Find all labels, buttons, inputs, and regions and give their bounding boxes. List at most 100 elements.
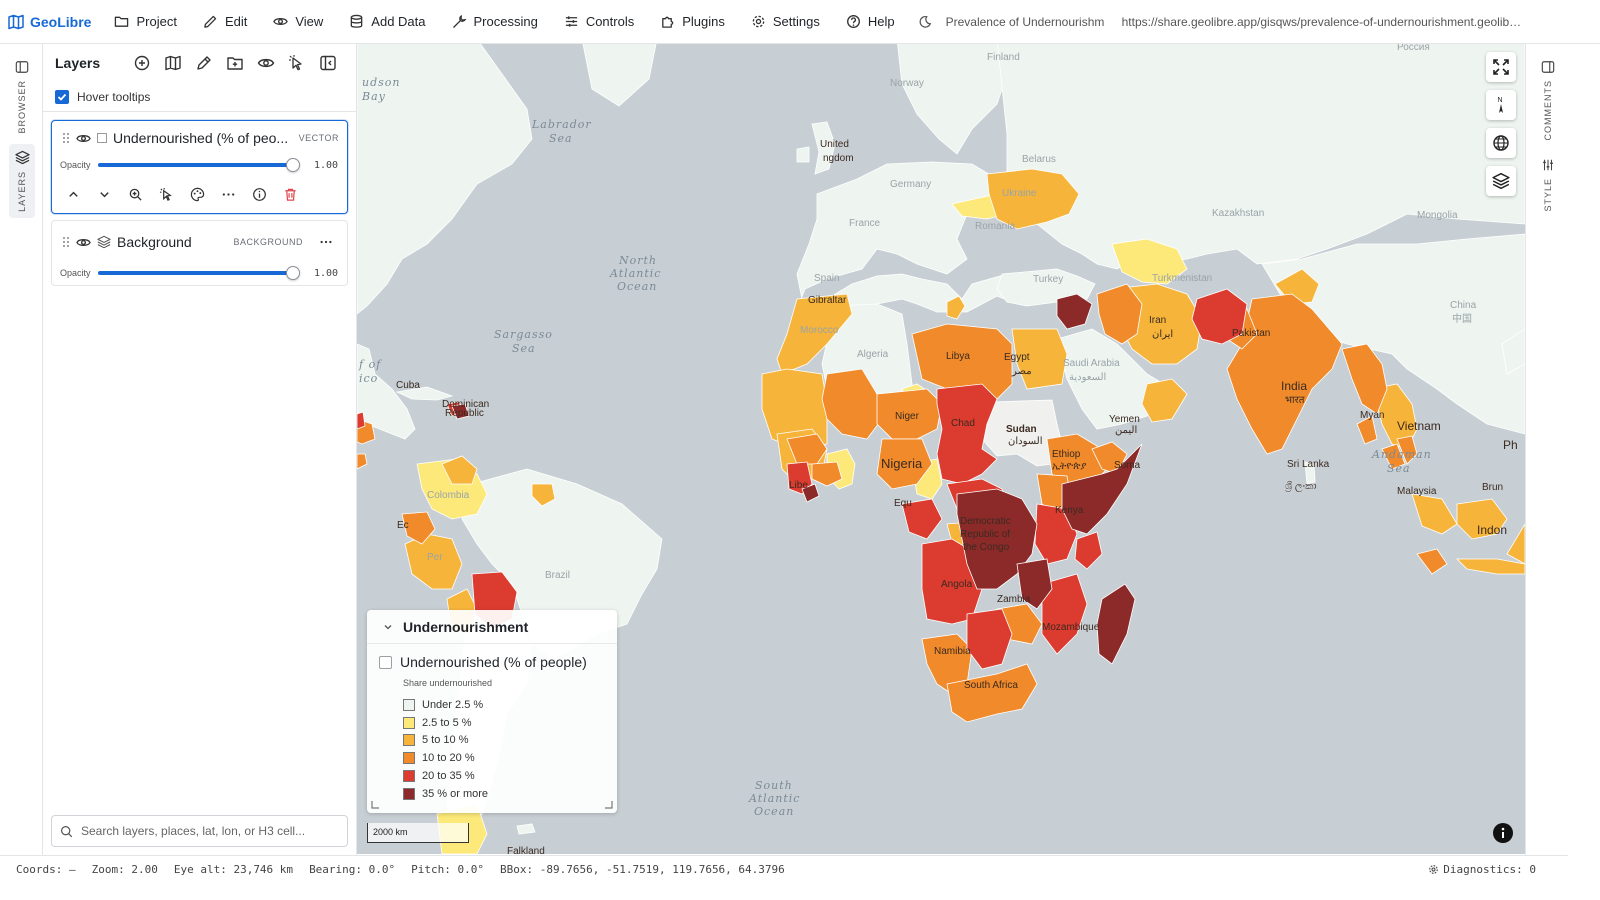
menu-settings[interactable]: Settings [738, 7, 833, 37]
legend-header[interactable]: Undernourishment [367, 610, 617, 644]
share-url[interactable]: https://share.geolibre.app/gisqws/preval… [1121, 14, 1522, 29]
fullscreen-button[interactable] [1486, 52, 1516, 82]
select-icon[interactable] [288, 54, 306, 72]
folder-icon [115, 16, 129, 27]
menu-processing[interactable]: Processing [439, 7, 551, 37]
collapse-panel-icon[interactable] [319, 54, 337, 72]
map-canvas[interactable]: udson Bay Labrador Sea North Atlantic Oc… [357, 44, 1525, 854]
search-box[interactable] [51, 815, 348, 847]
menu-plugins[interactable]: Plugins [647, 7, 738, 37]
ocean-label: Sea [512, 342, 536, 355]
app-name: GeoLibre [30, 13, 92, 30]
country-label: Zambia [997, 594, 1031, 605]
resize-corner-icon[interactable] [371, 801, 379, 809]
hover-tooltips-checkbox[interactable] [55, 89, 69, 104]
basemap-icon[interactable] [164, 54, 182, 72]
compass-button[interactable]: N [1486, 90, 1516, 120]
info-icon [1501, 827, 1505, 838]
opacity-slider[interactable] [98, 266, 300, 280]
search-input[interactable] [81, 824, 336, 838]
status-pitch: Pitch: 0.0° [411, 863, 485, 876]
diagnostics-button[interactable]: Diagnostics: 0 [1428, 863, 1552, 876]
country-label: Sri Lanka [1287, 459, 1330, 470]
trash-icon[interactable] [283, 187, 298, 202]
layer-card-background[interactable]: Background BACKGROUND Opacity 1.00 [51, 220, 348, 286]
legend-items: Under 2.5 % 2.5 to 5 % 5 to 10 % 10 to 20 %… [367, 688, 617, 803]
legend-layer-row[interactable]: Undernourished (% of people) [367, 644, 617, 670]
tab-style-label: STYLE [1543, 178, 1553, 212]
info-icon[interactable] [252, 187, 267, 202]
tab-browser[interactable]: BROWSER [9, 54, 35, 140]
drag-handle-icon[interactable] [62, 132, 70, 144]
tab-comments[interactable]: COMMENTS [1535, 54, 1561, 147]
country-label: Finland [987, 52, 1020, 63]
add-layer-icon[interactable] [133, 54, 151, 72]
menu-project-label: Project [136, 14, 177, 29]
country-label: China [1450, 300, 1477, 311]
palette-icon[interactable] [190, 187, 205, 202]
check-icon [57, 93, 67, 101]
attribution-button[interactable] [1493, 823, 1513, 843]
globe-button[interactable] [1486, 128, 1516, 158]
country-label: Egypt [1004, 352, 1030, 363]
eye-icon[interactable] [76, 131, 91, 146]
opacity-slider[interactable] [98, 158, 300, 172]
tab-layers[interactable]: LAYERS [9, 144, 35, 218]
zoom-to-layer-icon[interactable] [128, 187, 143, 202]
country-label: Saudi Arabia [1063, 358, 1120, 369]
menu-project[interactable]: Project [101, 7, 189, 37]
country-label: Gibraltar [808, 295, 847, 306]
afghanistan [1191, 288, 1248, 345]
fullscreen-icon [1493, 59, 1509, 75]
country-label: Iran [1149, 315, 1166, 326]
chevron-down-icon[interactable] [383, 622, 393, 632]
menu-add-data[interactable]: Add Data [336, 7, 438, 37]
menu-view[interactable]: View [260, 7, 336, 37]
eye-icon[interactable] [76, 235, 91, 250]
country-label: Mozambique [1042, 622, 1100, 633]
zambia [1016, 558, 1053, 610]
country-label: Brazil [545, 570, 570, 581]
country-label: Kazakhstan [1212, 208, 1264, 219]
folder-plus-icon[interactable] [226, 54, 244, 72]
layer-type-badge: BACKGROUND [233, 237, 303, 247]
slider-thumb[interactable] [286, 266, 300, 280]
drag-handle-icon[interactable] [62, 236, 70, 248]
niger [876, 388, 943, 440]
draw-icon[interactable] [195, 54, 213, 72]
country-label: Vietnam [1397, 419, 1441, 433]
hover-tooltips-row[interactable]: Hover tooltips [43, 82, 356, 112]
layer-switcher-button[interactable] [1486, 166, 1516, 196]
theme-toggle[interactable] [908, 15, 942, 29]
libya [911, 323, 1013, 400]
country-label: Yemen [1109, 414, 1140, 425]
tab-style[interactable]: STYLE [1535, 152, 1561, 218]
country-label: Indon [1477, 523, 1507, 537]
visibility-icon[interactable] [257, 54, 275, 72]
syria [1056, 293, 1093, 330]
more-icon[interactable] [221, 187, 236, 202]
panel-toolbar [133, 54, 337, 72]
layer-card-undernourished[interactable]: Undernourished (% of peo... VECTOR Opaci… [51, 120, 348, 214]
move-down-icon[interactable] [97, 187, 112, 202]
country-label: Algeria [857, 349, 889, 360]
app-brand[interactable]: GeoLibre [8, 14, 91, 30]
status-bearing: Bearing: 0.0° [309, 863, 396, 876]
map-icon [8, 14, 24, 29]
more-icon[interactable] [319, 235, 333, 249]
identify-icon[interactable] [159, 187, 174, 202]
turkmenistan [1111, 238, 1188, 285]
move-up-icon[interactable] [66, 187, 81, 202]
menu-controls[interactable]: Controls [551, 7, 647, 37]
resize-corner-icon[interactable] [605, 801, 613, 809]
panel-title: Layers [55, 55, 101, 71]
menu-edit[interactable]: Edit [190, 7, 260, 37]
layer-swatch [97, 133, 107, 143]
opacity-label: Opacity [60, 160, 91, 170]
slider-thumb[interactable] [286, 158, 300, 172]
legend-layer-checkbox[interactable] [379, 655, 392, 669]
choropleth-map[interactable]: udson Bay Labrador Sea North Atlantic Oc… [357, 44, 1525, 854]
menu-view-label: View [295, 14, 324, 29]
menu-bar: GeoLibre Project Edit View Add Data Proc… [0, 0, 1600, 44]
menu-help[interactable]: Help [833, 7, 908, 37]
